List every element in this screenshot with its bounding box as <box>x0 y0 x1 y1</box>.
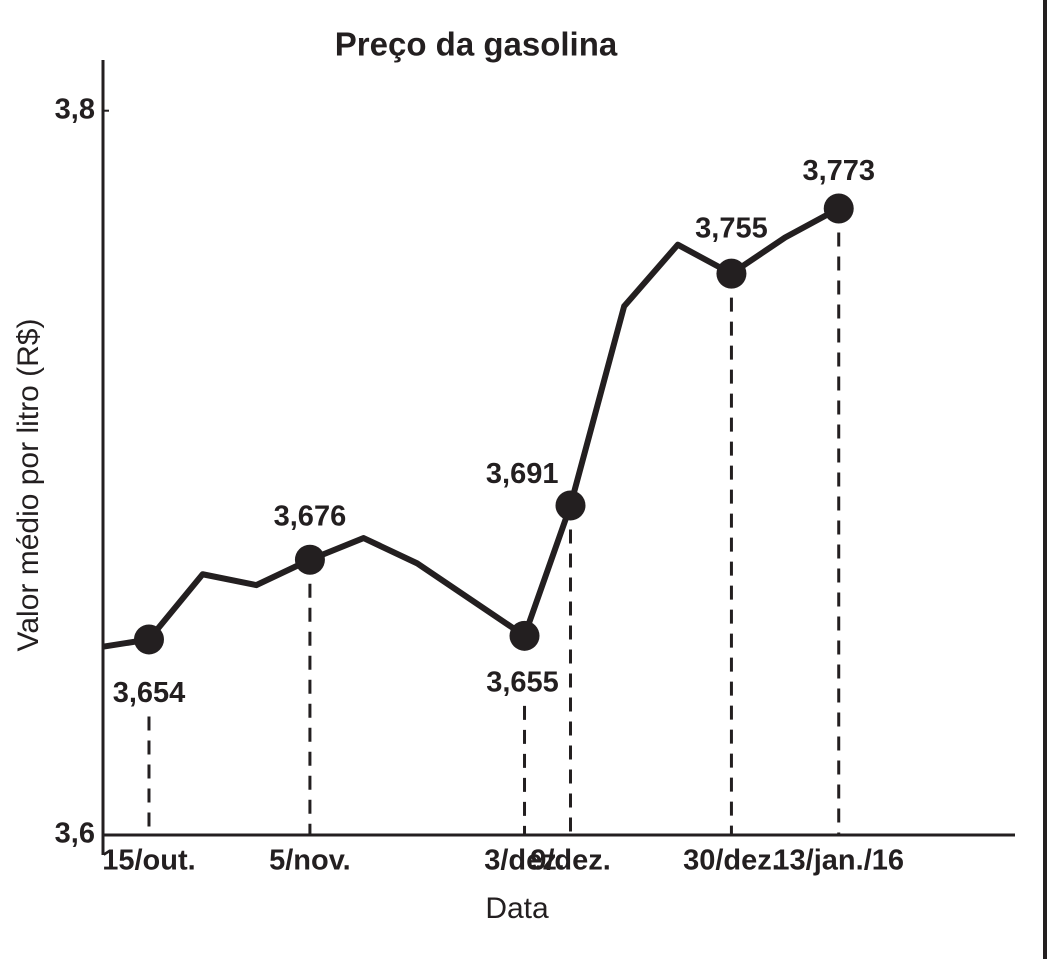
x-tick-label: 3/dez. <box>484 845 565 877</box>
value-label: 3,655 <box>486 666 559 698</box>
data-point <box>716 258 747 289</box>
value-label: 3,676 <box>274 500 347 532</box>
value-label: 3,773 <box>802 155 875 187</box>
data-point <box>133 624 164 655</box>
value-label: 3,691 <box>486 458 559 490</box>
chart-title: Preço da gasolina <box>335 26 618 63</box>
data-point <box>555 490 586 521</box>
value-label: 3,755 <box>695 212 768 244</box>
value-label: 3,654 <box>113 677 186 709</box>
x-tick-label: 30/dez. <box>683 845 780 877</box>
x-tick-label: 5/nov. <box>269 845 351 877</box>
page-border <box>1043 0 1047 959</box>
y-axis-label: Valor médio por litro (R$) <box>12 319 45 652</box>
data-point <box>294 544 325 575</box>
data-point <box>823 193 854 224</box>
x-tick-label: 9/dez. <box>530 845 611 877</box>
data-point <box>509 620 540 651</box>
x-tick-label: 13/jan./16 <box>773 845 904 877</box>
y-tick-label: 3,6 <box>55 818 95 850</box>
x-axis-label: Data <box>485 892 549 925</box>
x-tick-label: 15/out. <box>102 845 195 877</box>
y-tick-label: 3,8 <box>55 93 95 125</box>
